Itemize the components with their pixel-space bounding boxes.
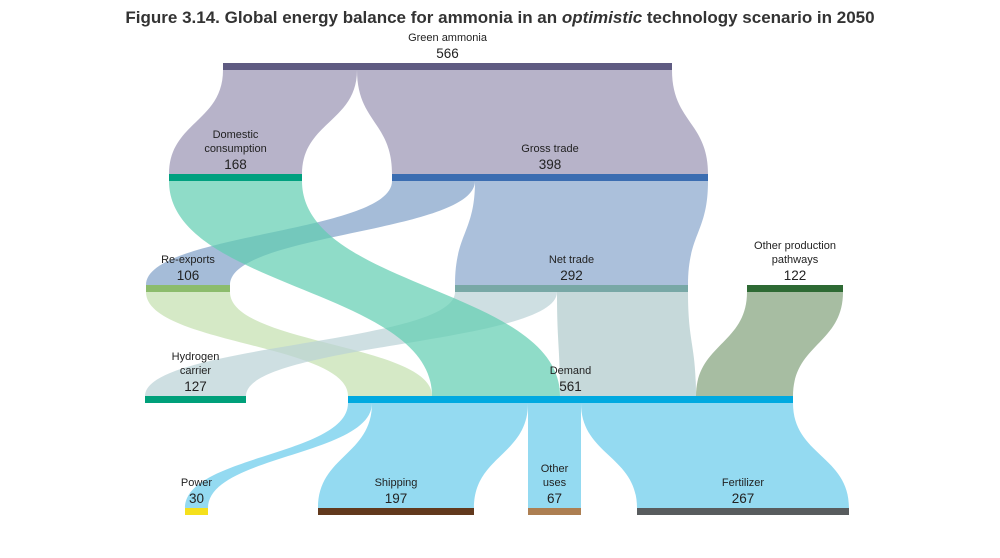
- node-label-demand: Demand: [550, 365, 592, 377]
- node-value-domestic: 168: [224, 157, 247, 172]
- node-value-shipping: 197: [385, 491, 408, 506]
- figure-title: Figure 3.14. Global energy balance for a…: [0, 8, 1000, 28]
- node-bar-re-exports: [146, 285, 230, 292]
- node-value-hydrogen-carrier: 127: [184, 379, 207, 394]
- node-value-other-production: 122: [784, 268, 807, 283]
- node-label-gross-trade: Gross trade: [521, 143, 578, 155]
- flow-demand-to-other-uses: [528, 403, 581, 508]
- node-label-domestic: consumption: [204, 143, 266, 155]
- node-bar-green-ammonia: [223, 63, 672, 70]
- node-value-net-trade: 292: [560, 268, 583, 283]
- node-label-shipping: Shipping: [375, 477, 418, 489]
- node-bar-demand: [348, 396, 793, 403]
- flow-demand-to-fertilizer: [581, 403, 849, 508]
- node-label-net-trade: Net trade: [549, 254, 594, 266]
- node-bar-hydrogen-carrier: [145, 396, 246, 403]
- flow-green-ammonia-to-gross-trade: [357, 70, 708, 174]
- node-value-green-ammonia: 566: [436, 46, 459, 61]
- node-value-re-exports: 106: [177, 268, 200, 283]
- title-text-end: technology scenario in 2050: [642, 8, 875, 27]
- node-bar-power: [185, 508, 208, 515]
- flow-demand-to-power: [185, 403, 372, 508]
- node-label-other-production: pathways: [772, 254, 819, 266]
- node-bar-domestic: [169, 174, 302, 181]
- node-label-power: Power: [181, 477, 213, 489]
- node-label-other-uses: Other: [541, 463, 569, 475]
- node-bar-other-production: [747, 285, 843, 292]
- node-label-fertilizer: Fertilizer: [722, 477, 765, 489]
- node-value-demand: 561: [559, 379, 582, 394]
- node-label-hydrogen-carrier: carrier: [180, 365, 212, 377]
- node-label-hydrogen-carrier: Hydrogen: [172, 351, 220, 363]
- node-label-re-exports: Re-exports: [161, 254, 215, 266]
- node-label-other-production: Other production: [754, 240, 836, 252]
- flow-gross-trade-to-net-trade: [455, 181, 708, 285]
- flow-other-production-to-demand: [696, 292, 843, 396]
- node-label-domestic: Domestic: [213, 129, 259, 141]
- flow-net-trade-to-demand: [557, 292, 696, 396]
- node-value-fertilizer: 267: [732, 491, 755, 506]
- title-text: Figure 3.14. Global energy balance for a…: [125, 8, 562, 27]
- node-value-other-uses: 67: [547, 491, 562, 506]
- node-label-other-uses: uses: [543, 477, 567, 489]
- node-bar-shipping: [318, 508, 474, 515]
- flow-domestic-to-demand: [169, 181, 560, 396]
- flow-re-exports-to-demand: [146, 292, 432, 396]
- flow-demand-to-shipping: [318, 403, 528, 508]
- node-bar-fertilizer: [637, 508, 849, 515]
- node-bar-other-uses: [528, 508, 581, 515]
- node-value-power: 30: [189, 491, 204, 506]
- title-emphasis: optimistic: [561, 8, 643, 27]
- node-label-green-ammonia: Green ammonia: [408, 32, 488, 44]
- flow-green-ammonia-to-domestic: [169, 70, 357, 174]
- node-bar-gross-trade: [392, 174, 708, 181]
- node-value-gross-trade: 398: [539, 157, 562, 172]
- node-bar-net-trade: [455, 285, 688, 292]
